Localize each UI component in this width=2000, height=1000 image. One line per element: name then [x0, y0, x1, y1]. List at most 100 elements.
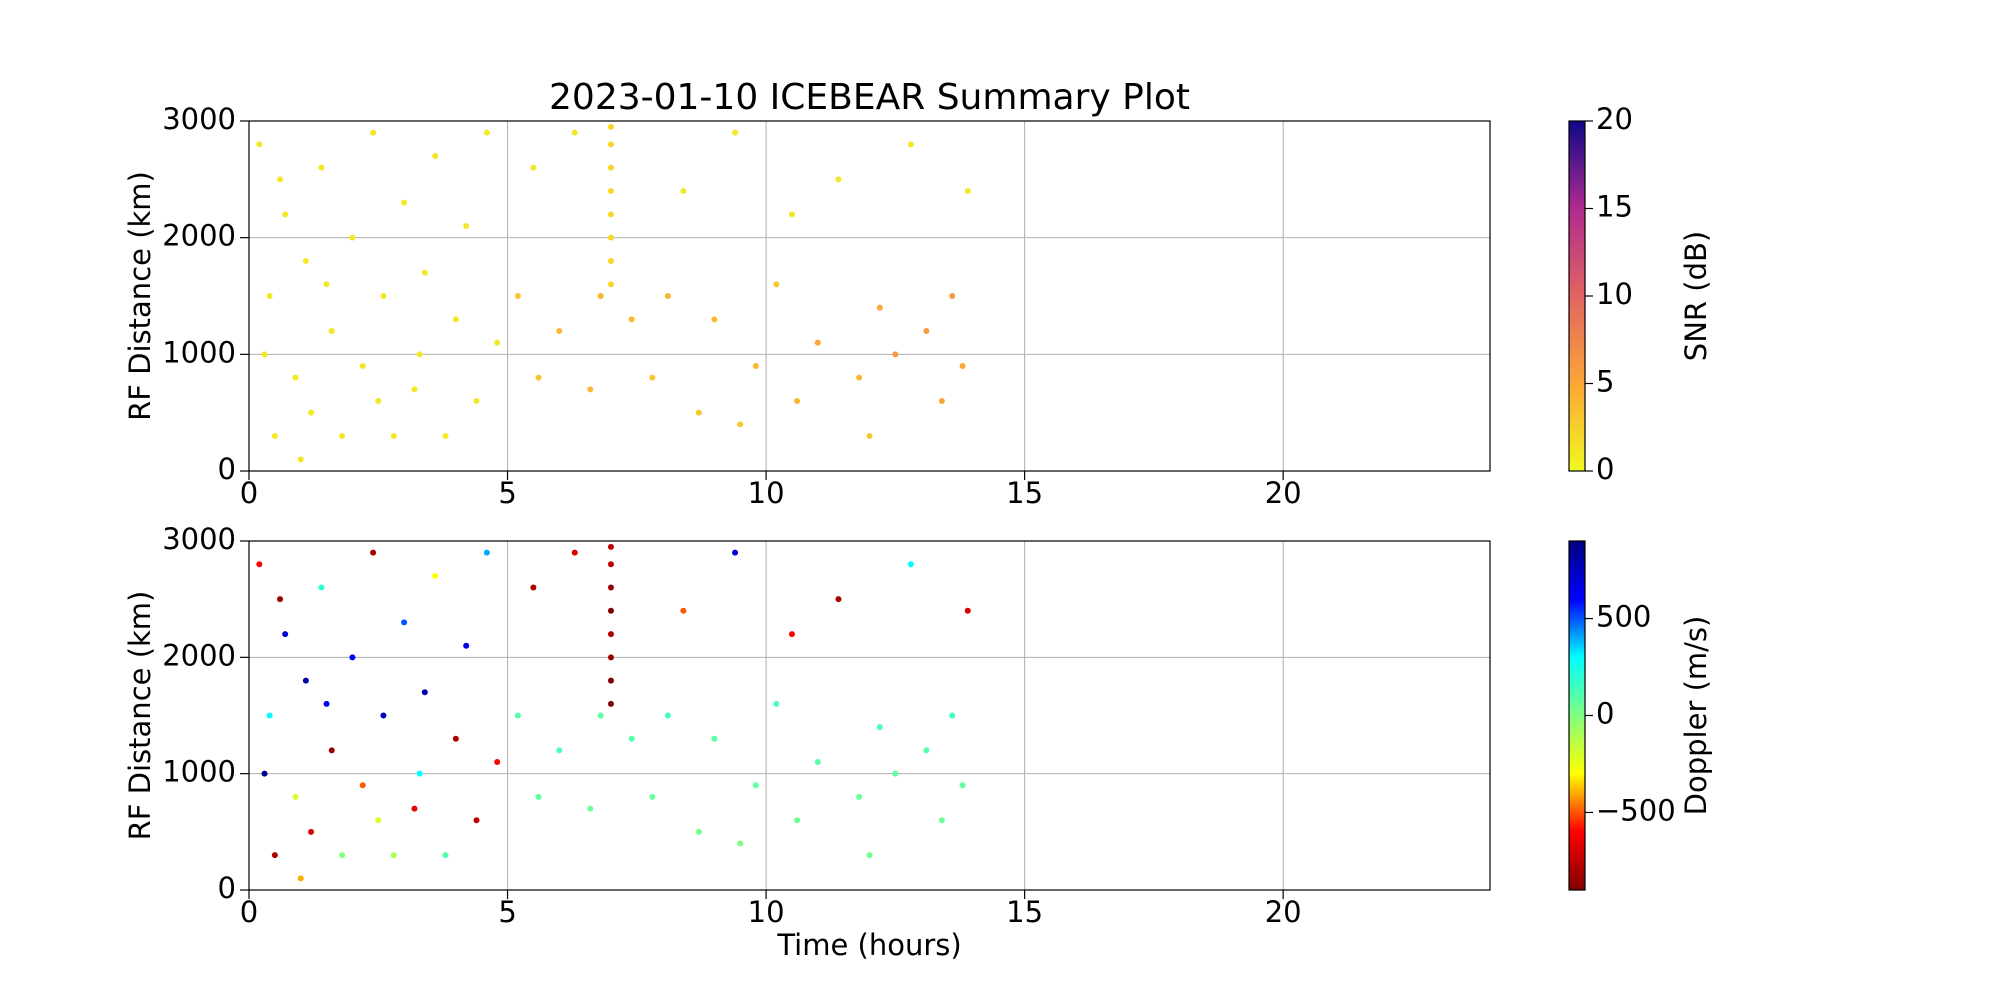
- point: [835, 596, 842, 603]
- point: [302, 677, 309, 684]
- point: [923, 328, 930, 334]
- point: [328, 747, 335, 754]
- axes-frame: [248, 120, 1491, 472]
- point: [597, 293, 604, 299]
- point: [535, 793, 542, 800]
- point: [938, 817, 945, 824]
- point: [695, 409, 702, 416]
- point: [737, 840, 744, 847]
- point: [339, 433, 346, 439]
- point: [892, 351, 899, 358]
- point: [390, 433, 397, 439]
- point: [261, 351, 268, 358]
- x-tick-label: 5: [498, 895, 516, 929]
- point: [432, 572, 439, 579]
- point: [788, 631, 795, 638]
- point: [292, 374, 299, 381]
- point: [483, 549, 490, 556]
- point: [607, 584, 614, 591]
- point: [282, 211, 289, 218]
- point: [923, 747, 930, 754]
- point: [680, 188, 687, 194]
- point: [323, 700, 330, 707]
- point: [938, 398, 945, 404]
- x-tick-label: 5: [498, 476, 516, 510]
- point: [318, 584, 325, 591]
- point: [432, 153, 439, 159]
- colorbar: [1568, 540, 1586, 891]
- point: [277, 176, 284, 183]
- point: [452, 316, 459, 323]
- point: [282, 631, 289, 638]
- point: [380, 712, 387, 719]
- y-tick-label: 1000: [162, 335, 236, 369]
- point: [494, 339, 501, 346]
- point: [814, 759, 821, 766]
- point: [628, 316, 635, 323]
- point: [856, 374, 863, 381]
- point: [607, 631, 614, 638]
- point: [964, 188, 971, 194]
- point: [876, 724, 883, 731]
- point: [732, 549, 739, 556]
- point: [375, 817, 382, 824]
- subplot: 0 5 10 15 20 0 1000 2000 3000 RF Distance (km) Tim…: [123, 522, 1713, 962]
- point: [607, 188, 614, 194]
- point: [411, 805, 418, 812]
- point: [302, 258, 309, 264]
- point: [463, 642, 470, 649]
- point: [359, 782, 366, 789]
- point: [411, 386, 418, 393]
- x-tick-label: 15: [1006, 476, 1043, 510]
- point: [442, 852, 449, 859]
- point: [607, 258, 614, 264]
- colorbar-tick-label: 10: [1596, 277, 1633, 311]
- point: [339, 852, 346, 859]
- point: [607, 561, 614, 568]
- colorbar-label: SNR (dB): [1679, 231, 1713, 361]
- point: [856, 793, 863, 800]
- point: [607, 700, 614, 707]
- colorbar: [1568, 120, 1586, 472]
- point: [390, 852, 397, 859]
- point: [473, 398, 480, 404]
- y-axis-label: RF Distance (km): [123, 591, 157, 841]
- point: [607, 211, 614, 218]
- point: [375, 398, 382, 404]
- point: [297, 456, 304, 463]
- point: [349, 234, 356, 241]
- point: [421, 689, 428, 696]
- point: [380, 293, 387, 299]
- colorbar-tick-label: −500: [1596, 793, 1676, 827]
- point: [607, 677, 614, 684]
- point: [907, 141, 914, 148]
- x-tick-label: 20: [1265, 476, 1302, 510]
- point: [788, 211, 795, 218]
- point: [556, 747, 563, 754]
- point: [876, 304, 883, 311]
- x-axis-label: Time (hours): [776, 928, 961, 962]
- point: [556, 328, 563, 334]
- point: [711, 316, 718, 323]
- point: [835, 176, 842, 183]
- point: [649, 374, 656, 381]
- x-tick-label: 20: [1265, 895, 1302, 929]
- point: [256, 561, 263, 568]
- point: [628, 735, 635, 742]
- point: [349, 654, 356, 661]
- point: [680, 607, 687, 614]
- axes-frame: [248, 540, 1491, 891]
- x-tick-label: 15: [1006, 895, 1043, 929]
- point: [318, 164, 325, 171]
- point: [323, 281, 330, 288]
- x-tick-label: 0: [240, 476, 258, 510]
- point: [773, 700, 780, 707]
- point: [530, 584, 537, 591]
- colorbar-tick-label: 20: [1596, 102, 1633, 136]
- point: [297, 875, 304, 882]
- point: [277, 596, 284, 603]
- point: [261, 770, 268, 777]
- point: [308, 828, 315, 835]
- point: [370, 549, 377, 556]
- subplot: 0 5 10 15 20 0 1000 2000 3000 2023-01-10 ICEBEAR …: [123, 77, 1713, 510]
